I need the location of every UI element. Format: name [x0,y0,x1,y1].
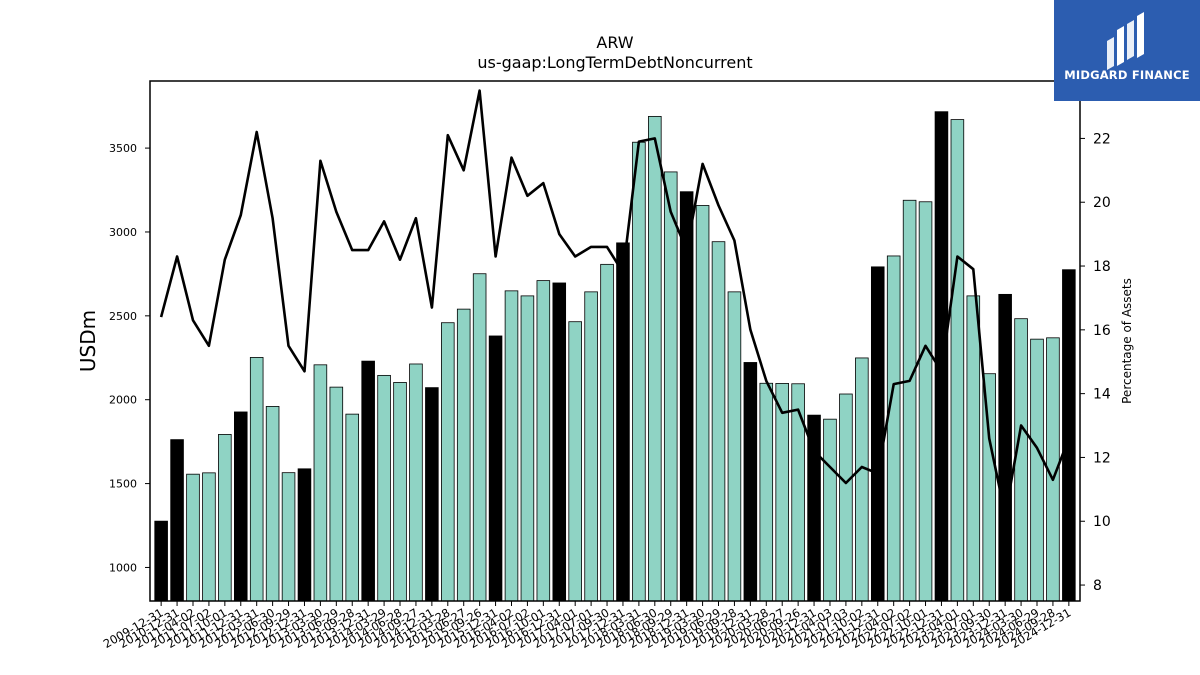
bar [950,119,965,602]
bar [504,290,519,602]
x-ticks: 2009-12-312010-12-312011-04-022011-07-02… [101,601,1073,651]
bar [870,266,885,602]
bar [456,308,471,602]
bar [361,360,375,602]
bar [727,291,742,602]
bar [711,241,726,602]
y2-axis-label: Percentage of Assets [1120,278,1134,404]
bar [1014,318,1028,602]
y-tick-label: 1500 [109,478,137,491]
bar [329,386,344,602]
bar [218,434,232,602]
bar [632,141,646,602]
bar [918,201,933,602]
bar-series [154,111,1076,602]
bar [281,472,296,602]
y2-tick-label: 18 [1093,259,1111,275]
chart-title: ARW [596,33,633,52]
bar [616,242,630,602]
bar [313,364,328,602]
y-tick-label: 2000 [109,394,137,407]
y-tick-label: 3000 [109,226,137,239]
bar [695,205,710,602]
logo-mark-icon [1107,12,1144,70]
midgard-finance-logo: MIDGARD FINANCE [1054,0,1200,101]
bar [488,335,503,602]
logo-text: MIDGARD FINANCE [1064,68,1190,82]
bar [982,373,996,602]
bar [934,111,949,602]
bar [775,383,789,602]
y2-tick-label: 20 [1093,195,1111,211]
bar [536,280,551,602]
bar [648,115,662,602]
line-series [159,89,1071,517]
bar [154,520,168,602]
y2-tick-label: 12 [1093,450,1111,466]
bar [568,321,582,602]
bar [249,357,264,602]
y2-tick-label: 16 [1093,323,1111,339]
chart-subtitle: us-gaap:LongTermDebtNoncurrent [477,53,752,72]
bar [886,255,901,602]
bar [679,191,694,602]
y2-tick-label: 22 [1093,131,1111,147]
y-tick-label: 3500 [109,142,137,155]
bar [600,263,614,602]
bar [743,362,758,602]
bar [998,293,1012,602]
plot-frame [149,80,1081,602]
bar [663,171,678,602]
bar [791,383,805,602]
y-tick-label: 2500 [109,310,137,323]
y2-ticks: 8 10 12 14 16 18 20 22 [1080,131,1111,594]
y2-tick-label: 14 [1093,387,1111,403]
y-tick-label: 1000 [109,561,137,574]
bar [425,387,439,602]
bar [186,473,200,602]
bar [839,393,853,602]
bar [1062,269,1076,602]
bar [520,295,535,602]
bar [1030,338,1044,602]
bar [472,273,487,602]
bar [234,411,248,602]
bar [393,382,407,602]
bar [759,382,774,602]
bar [902,199,917,602]
line-path [159,89,1071,517]
bar [377,374,391,602]
y2-tick-label: 8 [1093,578,1102,594]
bar [297,468,312,602]
bar [202,472,216,602]
bar [345,413,360,602]
bar [966,295,981,602]
bar [823,418,837,602]
y-ticks: 1000 1500 2000 2500 3000 3500 [109,142,150,574]
bar [170,439,184,602]
bar [441,322,455,602]
bar [265,406,280,602]
bar [409,363,423,602]
y-axis-label: USDm [76,310,100,372]
axes [149,80,1081,602]
y2-tick-label: 10 [1093,514,1111,530]
bar [855,357,869,602]
bar [552,282,567,602]
bar [584,291,598,602]
